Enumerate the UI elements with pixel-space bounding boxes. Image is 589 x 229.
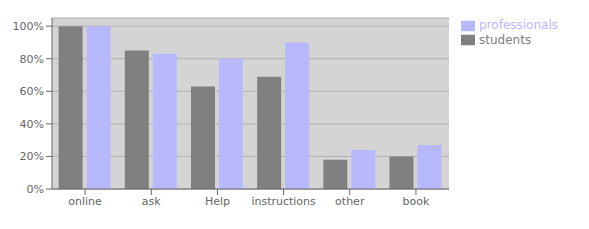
svg-text:online: online (68, 195, 102, 208)
svg-text:100%: 100% (13, 20, 44, 33)
svg-text:40%: 40% (20, 118, 44, 131)
html-text:students: students (479, 32, 532, 47)
svg-text:0%: 0% (27, 183, 44, 196)
svg-text:other: other (335, 195, 365, 208)
svg-text:80%: 80% (20, 53, 44, 66)
svg-text:Help: Help (205, 195, 230, 208)
svg-text:20%: 20% (20, 150, 44, 163)
svg-text:book: book (403, 195, 430, 208)
svg-text:60%: 60% (20, 85, 44, 98)
svg-text:ask: ask (142, 195, 161, 208)
html-text:professionals: professionals (479, 18, 558, 32)
svg-text:instructions: instructions (251, 195, 316, 208)
